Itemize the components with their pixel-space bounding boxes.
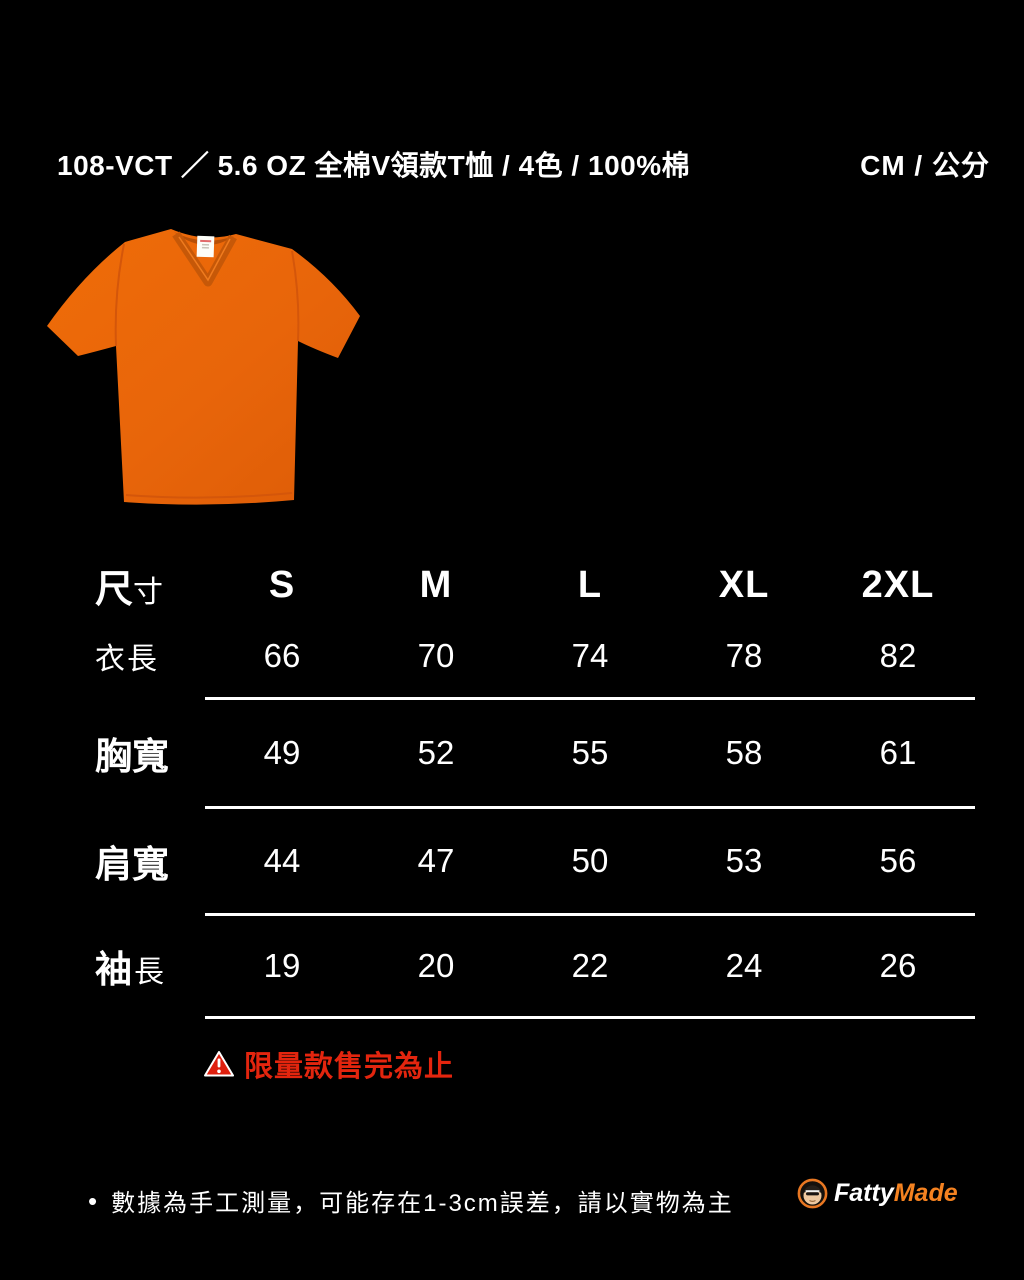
footnote: • 數據為手工測量，可能存在1-3cm誤差，請以實物為主 <box>88 1183 734 1218</box>
collar-back <box>174 232 234 246</box>
row-label-sleeve-length: 袖長 <box>95 949 166 990</box>
row-divider <box>205 697 975 700</box>
collar-tag <box>196 235 215 258</box>
header: 108-VCT ／ 5.6 OZ 全棉V領款T恤 / 4色 / 100%棉 CM… <box>57 144 990 184</box>
col-header-2xl: 2XL <box>861 563 935 606</box>
vneck-trim <box>172 231 237 287</box>
brand-name: FattyMade <box>834 1179 958 1208</box>
product-title: 108-VCT ／ 5.6 OZ 全棉V領款T恤 / 4色 / 100%棉 <box>57 150 691 181</box>
cell-value: 20 <box>417 947 455 984</box>
cell-value: 82 <box>879 637 917 674</box>
col-header-s: S <box>268 563 296 606</box>
tshirt-body <box>47 229 360 505</box>
cell-value: 52 <box>417 734 455 771</box>
col-header-m: M <box>419 563 453 606</box>
table-corner-label: 尺寸 <box>95 568 164 611</box>
row-label-chest-width: 胸寬 <box>95 736 169 777</box>
table-row-shoulder-width: 肩寬 44 47 50 53 56 <box>95 809 975 913</box>
table-row-chest-width: 胸寬 49 52 55 58 61 <box>95 700 975 806</box>
row-divider <box>205 1016 975 1019</box>
cell-value: 19 <box>263 947 301 984</box>
cell-value: 55 <box>571 734 609 771</box>
brand-name-made: Made <box>893 1179 958 1207</box>
row-label-body-length: 衣長 <box>95 643 159 676</box>
cell-value: 66 <box>263 637 301 674</box>
brand-name-fatty: Fatty <box>834 1179 894 1207</box>
product-image <box>42 216 364 508</box>
size-table: 尺寸 S M L XL 2XL 衣長 66 70 74 78 82 胸寬 49 … <box>95 555 975 1019</box>
table-row-body-length: 衣長 66 70 74 78 82 <box>95 615 975 697</box>
table-header-row: 尺寸 S M L XL 2XL <box>95 555 975 615</box>
cell-value: 74 <box>571 637 609 674</box>
cell-value: 47 <box>417 842 455 879</box>
cell-value: 50 <box>571 842 609 879</box>
col-header-xl: XL <box>718 563 770 606</box>
brand-mascot-icon <box>797 1178 828 1209</box>
cell-value: 44 <box>263 842 301 879</box>
footnote-text: 數據為手工測量，可能存在1-3cm誤差，請以實物為主 <box>111 1190 734 1217</box>
cell-value: 56 <box>879 842 917 879</box>
cell-value: 49 <box>263 734 301 771</box>
limited-edition-warning: 限量款售完為止 <box>204 1046 455 1083</box>
cell-value: 24 <box>725 947 763 984</box>
row-divider <box>205 913 975 916</box>
unit-label: CM / 公分 <box>860 150 990 181</box>
row-divider <box>205 806 975 809</box>
cell-value: 22 <box>571 947 609 984</box>
row-label-shoulder-width: 肩寬 <box>95 844 169 885</box>
tshirt-image-icon <box>47 229 360 505</box>
table-row-sleeve-length: 袖長 19 20 22 24 26 <box>95 916 975 1016</box>
footnote-bullet: • <box>88 1185 98 1216</box>
col-header-l: L <box>577 563 603 606</box>
brand-logo: FattyMade <box>797 1178 958 1209</box>
cell-value: 70 <box>417 637 455 674</box>
cell-value: 61 <box>879 734 917 771</box>
warning-triangle-icon <box>204 1051 234 1077</box>
cell-value: 78 <box>725 637 763 674</box>
cell-value: 58 <box>725 734 763 771</box>
cell-value: 26 <box>879 947 917 984</box>
cell-value: 53 <box>725 842 763 879</box>
warning-text: 限量款售完為止 <box>244 1051 455 1083</box>
